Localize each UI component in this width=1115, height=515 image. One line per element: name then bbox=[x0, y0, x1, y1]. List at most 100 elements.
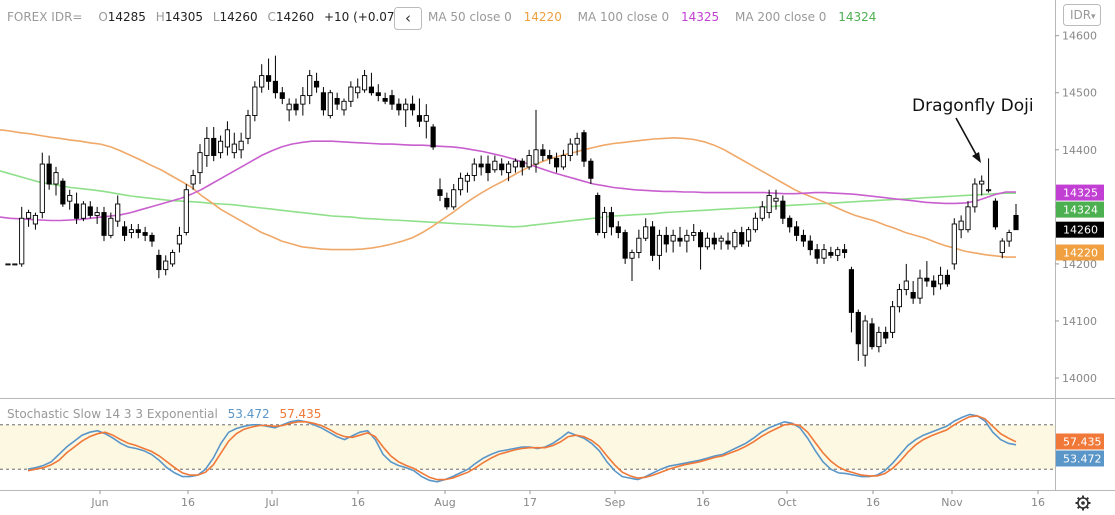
candle-body bbox=[341, 100, 347, 111]
candle bbox=[519, 158, 525, 176]
candle-body bbox=[965, 206, 971, 231]
price-badge: 14325 bbox=[1056, 184, 1104, 201]
candle bbox=[224, 121, 231, 156]
candle bbox=[588, 158, 594, 185]
candle bbox=[457, 172, 464, 196]
candle-body bbox=[718, 237, 724, 242]
candle-body bbox=[629, 252, 635, 259]
price-badge: 57.435 bbox=[1056, 433, 1104, 450]
candle-body bbox=[25, 212, 32, 219]
candle bbox=[684, 229, 690, 253]
price-badge-bg bbox=[1056, 201, 1104, 218]
candle bbox=[931, 275, 937, 296]
candle-body bbox=[135, 229, 141, 233]
candle-body bbox=[601, 212, 608, 233]
candle-body bbox=[368, 86, 375, 94]
candle bbox=[190, 169, 196, 190]
candle-body bbox=[821, 249, 827, 259]
candle bbox=[533, 109, 539, 173]
ma100-value: 14325 bbox=[681, 10, 719, 24]
currency-selector[interactable]: IDR ▾ bbox=[1063, 4, 1101, 26]
candle bbox=[876, 326, 882, 353]
candle bbox=[492, 155, 498, 173]
price-badge-label: 14220 bbox=[1063, 247, 1098, 260]
candle-body bbox=[739, 232, 745, 245]
candle-body bbox=[19, 217, 25, 265]
gear-teeth bbox=[1075, 495, 1091, 511]
candle bbox=[944, 269, 951, 287]
chevron-down-icon: ▾ bbox=[1091, 12, 1096, 22]
candle bbox=[903, 263, 909, 296]
price-axis[interactable]: 14600145001440014300142001410014000 bbox=[1055, 30, 1097, 385]
candle-body bbox=[588, 160, 594, 179]
candle-body bbox=[355, 86, 361, 94]
candle-body bbox=[121, 226, 128, 236]
candle bbox=[245, 109, 251, 145]
price-tick-label: 14500 bbox=[1062, 87, 1097, 100]
gear-icon[interactable] bbox=[1075, 495, 1091, 511]
candle bbox=[327, 89, 333, 119]
candle bbox=[389, 89, 395, 110]
candle bbox=[348, 81, 354, 107]
candle-body bbox=[259, 75, 265, 88]
time-tick-label: 16 bbox=[1031, 496, 1045, 509]
dragonfly-doji-annotation[interactable]: Dragonfly Doji bbox=[912, 96, 1034, 163]
stochastic-k-line bbox=[27, 413, 1017, 483]
ma200-value: 14324 bbox=[838, 10, 876, 24]
candle-body bbox=[115, 203, 121, 222]
candle-body bbox=[101, 212, 107, 236]
time-tick-label: 16 bbox=[351, 496, 365, 509]
candle-body bbox=[889, 306, 896, 333]
candle-body bbox=[540, 149, 546, 156]
candle bbox=[629, 249, 635, 282]
candle bbox=[382, 92, 388, 105]
candle-body bbox=[485, 163, 491, 174]
candle-body bbox=[841, 249, 848, 253]
candle bbox=[101, 206, 107, 242]
price-badge-bg bbox=[1056, 244, 1104, 261]
candle bbox=[5, 263, 11, 266]
candle-body bbox=[773, 197, 779, 202]
candle bbox=[697, 229, 704, 270]
candle-body bbox=[348, 86, 354, 102]
candle-body bbox=[999, 240, 1005, 253]
candle-body bbox=[985, 189, 992, 192]
candle bbox=[313, 72, 320, 93]
candle bbox=[108, 212, 114, 239]
collapse-legend-button[interactable]: ‹ bbox=[394, 7, 422, 30]
candle bbox=[759, 201, 765, 222]
candle bbox=[649, 221, 656, 262]
candle bbox=[917, 269, 923, 304]
candle-body bbox=[725, 240, 731, 245]
candle bbox=[889, 301, 896, 339]
candle-body bbox=[265, 75, 272, 82]
candle bbox=[156, 249, 162, 279]
candle bbox=[739, 226, 745, 247]
candle-body bbox=[595, 194, 601, 233]
candle bbox=[601, 206, 608, 239]
candle-body bbox=[883, 331, 889, 339]
candle-body bbox=[745, 229, 752, 242]
candle-body bbox=[704, 237, 711, 248]
candle-body bbox=[533, 149, 539, 165]
candle-body bbox=[526, 155, 532, 168]
ma50-value: 14220 bbox=[524, 10, 562, 24]
time-axis[interactable]: Jun 16 Jul 16 Aug 17 Sep 16 Oct 16 Nov 16 bbox=[90, 490, 1045, 509]
candle bbox=[615, 221, 621, 239]
candle bbox=[547, 149, 553, 165]
candle bbox=[725, 232, 731, 250]
time-tick-label: Nov bbox=[941, 496, 963, 509]
candle-body bbox=[320, 92, 327, 111]
candle-body bbox=[190, 175, 196, 185]
candlestick-series bbox=[5, 55, 1019, 367]
candle bbox=[423, 104, 429, 139]
candle bbox=[46, 155, 52, 190]
annotation-arrow-head bbox=[972, 152, 981, 163]
candle-body bbox=[800, 234, 807, 242]
candle-body bbox=[608, 212, 615, 228]
time-tick-label: Jul bbox=[264, 496, 278, 509]
ma100-label: MA 100 close 0 bbox=[578, 10, 669, 24]
candle-body bbox=[94, 212, 100, 216]
candle bbox=[396, 98, 402, 116]
